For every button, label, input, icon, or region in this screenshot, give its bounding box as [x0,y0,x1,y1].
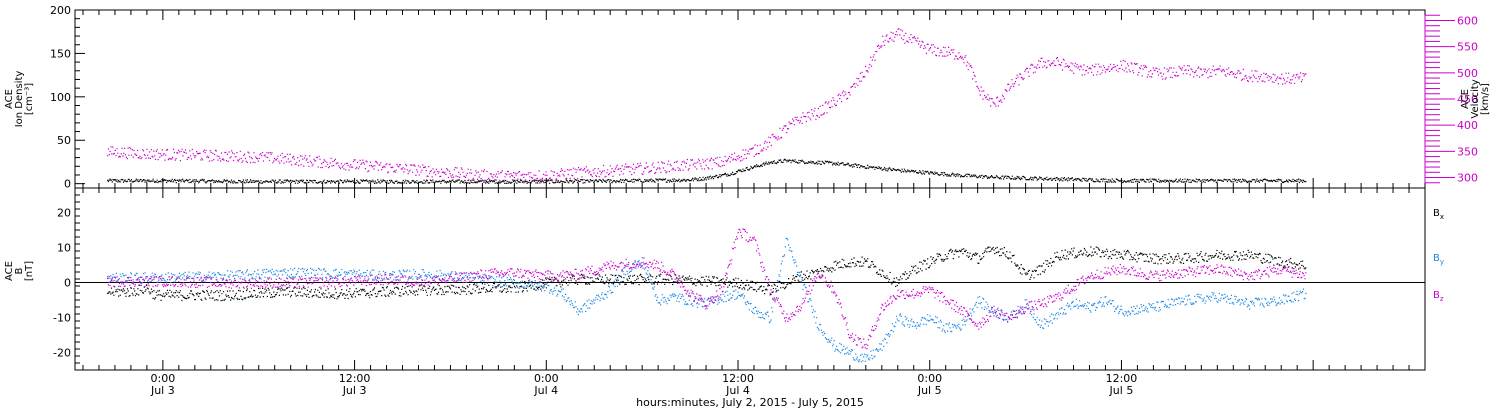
bottom-panel-frame [74,187,1426,371]
b-tick-label: 10 [57,242,71,255]
bz-series [107,228,1307,350]
b-axis-title-line: B [14,267,25,274]
density-axis-title: ACE Ion Density [cm⁻³] [4,71,35,128]
legend-by-series: By [1433,253,1444,266]
b-axis-title-line: ACE [4,261,15,281]
legend-bz-series: Bz [1433,290,1444,303]
density-series [107,158,1307,184]
b-tick-label: 0 [64,277,71,290]
x-tick-label-time: 0:00 [534,372,559,385]
density-tick-label: 150 [50,47,71,60]
density-tick-label: 200 [50,4,71,17]
x-tick-label-date: Jul 4 [725,384,750,397]
x-tick-label-time: 12:00 [1106,372,1138,385]
x-tick-label-date: Jul 3 [342,384,367,397]
b-tick-label: 20 [57,207,71,220]
x-tick-label-date: Jul 3 [150,384,175,397]
x-tick-label-time: 0:00 [917,372,942,385]
density-axis-title-line: Ion Density [14,71,25,128]
x-axis-title: hours:minutes, July 2, 2015 - July 5, 20… [636,396,864,409]
legend-bx-series: Bx [1433,208,1444,221]
density-axis-title-line: ACE [4,89,15,109]
density-axis-title-line: [cm⁻³] [24,83,35,115]
b-tick-label: -10 [53,312,71,325]
by-series [107,237,1307,363]
density-tick-label: 100 [50,91,71,104]
x-tick-label-date: Jul 4 [533,384,558,397]
velocity-axis-title-line: [km/s] [1480,83,1491,115]
velocity-axis-title-line: ACE [1460,89,1471,109]
b-tick-label: -20 [53,347,71,360]
velocity-axis-title: ACE Velocity [km/s] [1460,79,1491,118]
velocity-tick-label: 550 [1457,41,1478,54]
velocity-tick-label: 350 [1457,145,1478,158]
density-tick-label: 50 [57,134,71,147]
x-tick-label-time: 12:00 [722,372,754,385]
magnetic-field-panel: -20 -10 0 10 20 ACE B [nT] Bx By Bz [4,187,1444,371]
x-tick-label-time: 0:00 [151,372,176,385]
x-tick-label-date: Jul 5 [917,384,942,397]
velocity-tick-label: 600 [1457,14,1478,27]
b-axis-title-line: [nT] [24,261,35,281]
velocity-axis-title-line: Velocity [1470,79,1481,118]
x-tick-label-time: 12:00 [339,372,371,385]
density-tick-label: 0 [64,178,71,191]
velocity-series [107,28,1307,183]
top-panel-frame [74,9,1426,189]
velocity-tick-label: 450 [1457,93,1478,106]
velocity-tick-label: 300 [1457,172,1478,185]
x-tick-label-date: Jul 5 [1109,384,1134,397]
velocity-tick-label: 500 [1457,67,1478,80]
b-axis-title: ACE B [nT] [4,261,35,281]
velocity-tick-label: 400 [1457,119,1478,132]
